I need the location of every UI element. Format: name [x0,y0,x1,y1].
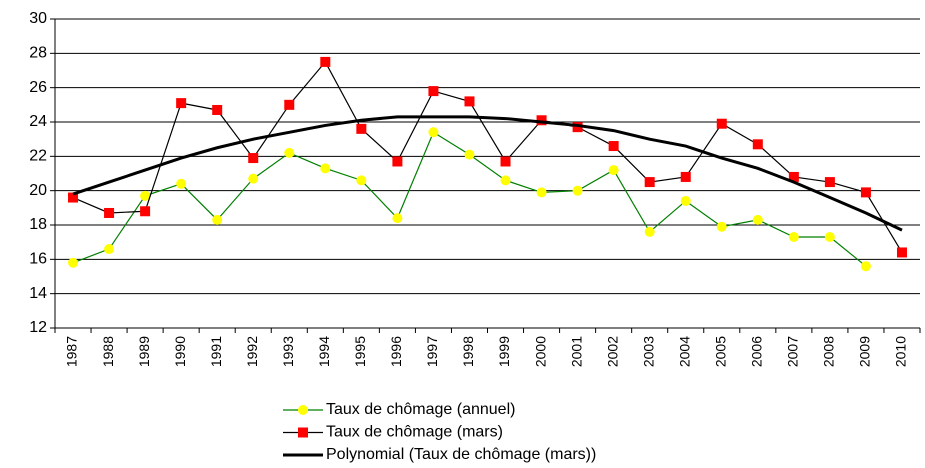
data-point [716,118,727,129]
data-point [608,141,619,152]
data-point [572,122,583,133]
data-point [716,221,727,232]
data-point [428,127,439,138]
y-tick-label: 20 [29,182,47,199]
data-point [428,86,439,97]
data-point [356,123,367,134]
y-tick-label: 30 [29,10,47,27]
x-tick-label: 2001 [568,336,584,367]
data-point [644,226,655,237]
x-tick-label: 1994 [316,336,332,367]
x-tick-label: 1995 [352,336,368,367]
data-point [464,149,475,160]
y-tick-label: 28 [29,45,47,62]
x-tick-label: 1988 [100,336,116,367]
data-point [860,261,871,272]
y-tick-label: 16 [29,251,47,268]
data-point [536,187,547,198]
x-tick-label: 2004 [676,336,692,367]
data-point [536,115,547,126]
data-point [752,139,763,150]
series-line [72,60,903,253]
data-point [680,171,691,182]
legend-marker [298,427,308,438]
data-point [824,177,835,188]
x-tick-label: 1996 [388,336,404,367]
x-tick-label: 2010 [893,336,909,367]
data-point [392,156,403,167]
x-tick-label: 1992 [244,336,260,367]
data-point [140,190,151,201]
data-point [860,187,871,198]
x-tick-label: 1998 [460,336,476,367]
data-point [284,147,295,158]
x-tick-label: 2008 [821,336,837,367]
legend-label: Polynomial (Taux de chômage (mars)) [326,446,596,463]
series-line [72,115,903,232]
data-point [608,165,619,176]
x-tick-label: 1987 [64,336,80,367]
x-tick-label: 2002 [604,336,620,367]
data-point [212,214,223,225]
legend-label: Taux de chômage (annuel) [326,401,515,418]
data-point [320,56,331,67]
y-tick-label: 24 [29,113,47,130]
data-point [788,232,799,243]
y-tick-label: 18 [29,216,47,233]
data-point [68,257,79,268]
x-tick-label: 1997 [424,336,440,367]
data-point [140,206,151,217]
x-tick-label: 2005 [712,336,728,367]
data-point [176,178,187,189]
x-tick-label: 2003 [640,336,656,367]
series [68,127,871,272]
data-point [680,195,691,206]
data-point [752,214,763,225]
data-point [500,156,511,167]
x-tick-label: 2000 [532,336,548,367]
data-point [104,244,115,255]
x-tick-label: 2006 [749,336,765,367]
data-point [212,104,223,115]
x-tick-label: 1990 [172,336,188,367]
data-point [500,175,511,186]
data-point [68,192,79,203]
data-point [896,247,907,258]
series [68,56,907,258]
series [72,115,903,232]
x-tick-label: 2009 [857,336,873,367]
data-point [104,207,115,218]
legend-label: Taux de chômage (mars) [326,424,503,441]
data-point [248,153,259,164]
x-tick-label: 2007 [785,336,801,367]
data-point [788,171,799,182]
data-point [572,185,583,196]
legend-marker [298,405,308,415]
data-point [644,177,655,188]
x-tick-label: 1999 [496,336,512,367]
data-point [248,173,259,184]
x-tick-label: 1991 [208,336,224,367]
y-tick-label: 22 [29,148,47,165]
y-tick-label: 14 [29,285,47,302]
y-tick-label: 12 [29,319,47,336]
data-point [284,99,295,110]
data-point [824,232,835,243]
data-point [176,98,187,109]
y-tick-label: 26 [29,79,47,96]
data-point [464,96,475,107]
data-point [356,175,367,186]
x-tick-label: 1989 [136,336,152,367]
x-tick-label: 1993 [280,336,296,367]
data-point [392,213,403,224]
data-point [320,163,331,174]
